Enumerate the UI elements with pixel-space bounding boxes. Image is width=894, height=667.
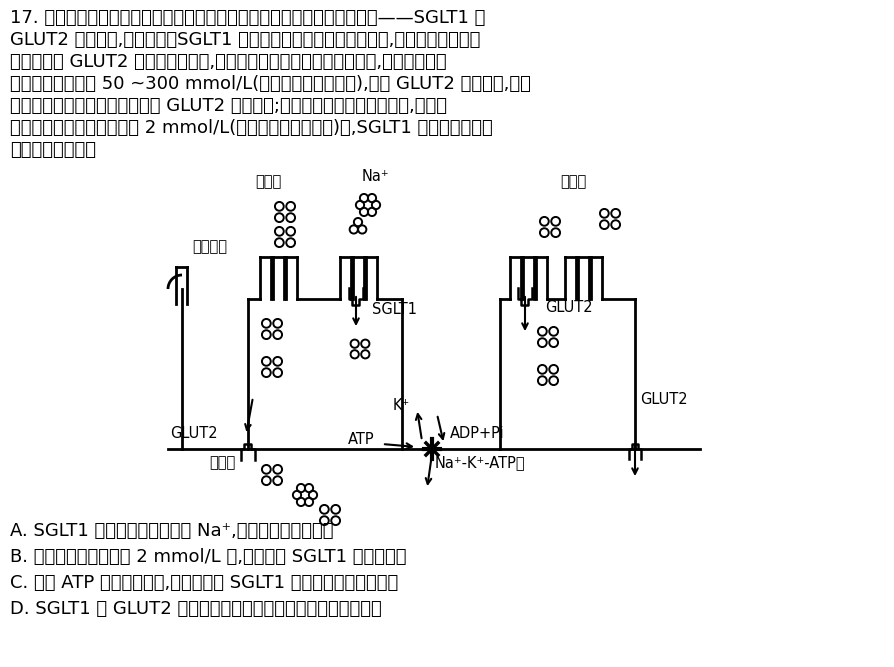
Text: 相关说法正确的是: 相关说法正确的是 — [10, 141, 96, 159]
Text: 17. 人肠腔中的葡萄糖经小肠上皮细胞吸收进入血液由两种特异性转运蛋白——SGLT1 和: 17. 人肠腔中的葡萄糖经小肠上皮细胞吸收进入血液由两种特异性转运蛋白——SGL… — [10, 9, 485, 27]
Text: GLUT2: GLUT2 — [544, 299, 592, 315]
Text: SGLT1: SGLT1 — [372, 303, 417, 317]
Text: Na⁺-K⁺-ATP酶: Na⁺-K⁺-ATP酶 — [434, 456, 525, 470]
Text: Na⁺: Na⁺ — [361, 169, 388, 184]
Text: A. SGLT1 能同时转运葡萄糖和 Na⁺,说明其不具有特异性: A. SGLT1 能同时转运葡萄糖和 Na⁺,说明其不具有特异性 — [10, 522, 333, 540]
Text: B. 肠腔葡萄糖浓度降至 2 mmol/L 时,主要依赖 SGLT1 吸收葡萄糖: B. 肠腔葡萄糖浓度降至 2 mmol/L 时,主要依赖 SGLT1 吸收葡萄糖 — [10, 548, 406, 566]
Text: GLUT2 共同完成,如图所示。SGLT1 从肠腔中逆浓度梯度转运葡萄糖,小肠上皮细胞内的: GLUT2 共同完成,如图所示。SGLT1 从肠腔中逆浓度梯度转运葡萄糖,小肠上… — [10, 31, 480, 49]
Text: 组织液: 组织液 — [208, 456, 235, 470]
Text: 腔局部的葡萄糖浓度降低到 2 mmol/L(低于小肠上皮细胞内)时,SGLT1 活性增强。下列: 腔局部的葡萄糖浓度降低到 2 mmol/L(低于小肠上皮细胞内)时,SGLT1 … — [10, 119, 493, 137]
Text: ATP: ATP — [348, 432, 375, 446]
Text: D. SGLT1 和 GLUT2 的作用都会降低膜两侧葡萄糖分子的浓度差: D. SGLT1 和 GLUT2 的作用都会降低膜两侧葡萄糖分子的浓度差 — [10, 600, 382, 618]
Text: GLUT2: GLUT2 — [170, 426, 217, 440]
Text: GLUT2: GLUT2 — [639, 392, 687, 406]
Text: 葡萄糖再经 GLUT2 转运进入组织液,然后进入血液。当进食一段时间后,小肠肠腔局部: 葡萄糖再经 GLUT2 转运进入组织液,然后进入血液。当进食一段时间后,小肠肠腔… — [10, 53, 446, 71]
Text: C. 加入 ATP 水解酶抑制剂,会直接导致 SGLT1 运输葡萄糖的速率下降: C. 加入 ATP 水解酶抑制剂,会直接导致 SGLT1 运输葡萄糖的速率下降 — [10, 574, 398, 592]
Text: 葡萄糖: 葡萄糖 — [255, 174, 281, 189]
Text: ADP+Pi: ADP+Pi — [450, 426, 504, 440]
Text: 上皮细胞吸收和输出葡萄糖都由 GLUT2 参与转运;当葡萄糖被大量快速吸收后,小肠肠: 上皮细胞吸收和输出葡萄糖都由 GLUT2 参与转运;当葡萄糖被大量快速吸收后,小… — [10, 97, 446, 115]
Text: K⁺: K⁺ — [392, 398, 409, 412]
Text: 葡萄糖: 葡萄糖 — [560, 174, 586, 189]
Text: 的葡萄糖浓度可达 50 ~300 mmol/L(高于小肠上皮细胞内),此时 GLUT2 数量增加,小肠: 的葡萄糖浓度可达 50 ~300 mmol/L(高于小肠上皮细胞内),此时 GL… — [10, 75, 530, 93]
Text: 小肠肠腔: 小肠肠腔 — [192, 239, 227, 255]
